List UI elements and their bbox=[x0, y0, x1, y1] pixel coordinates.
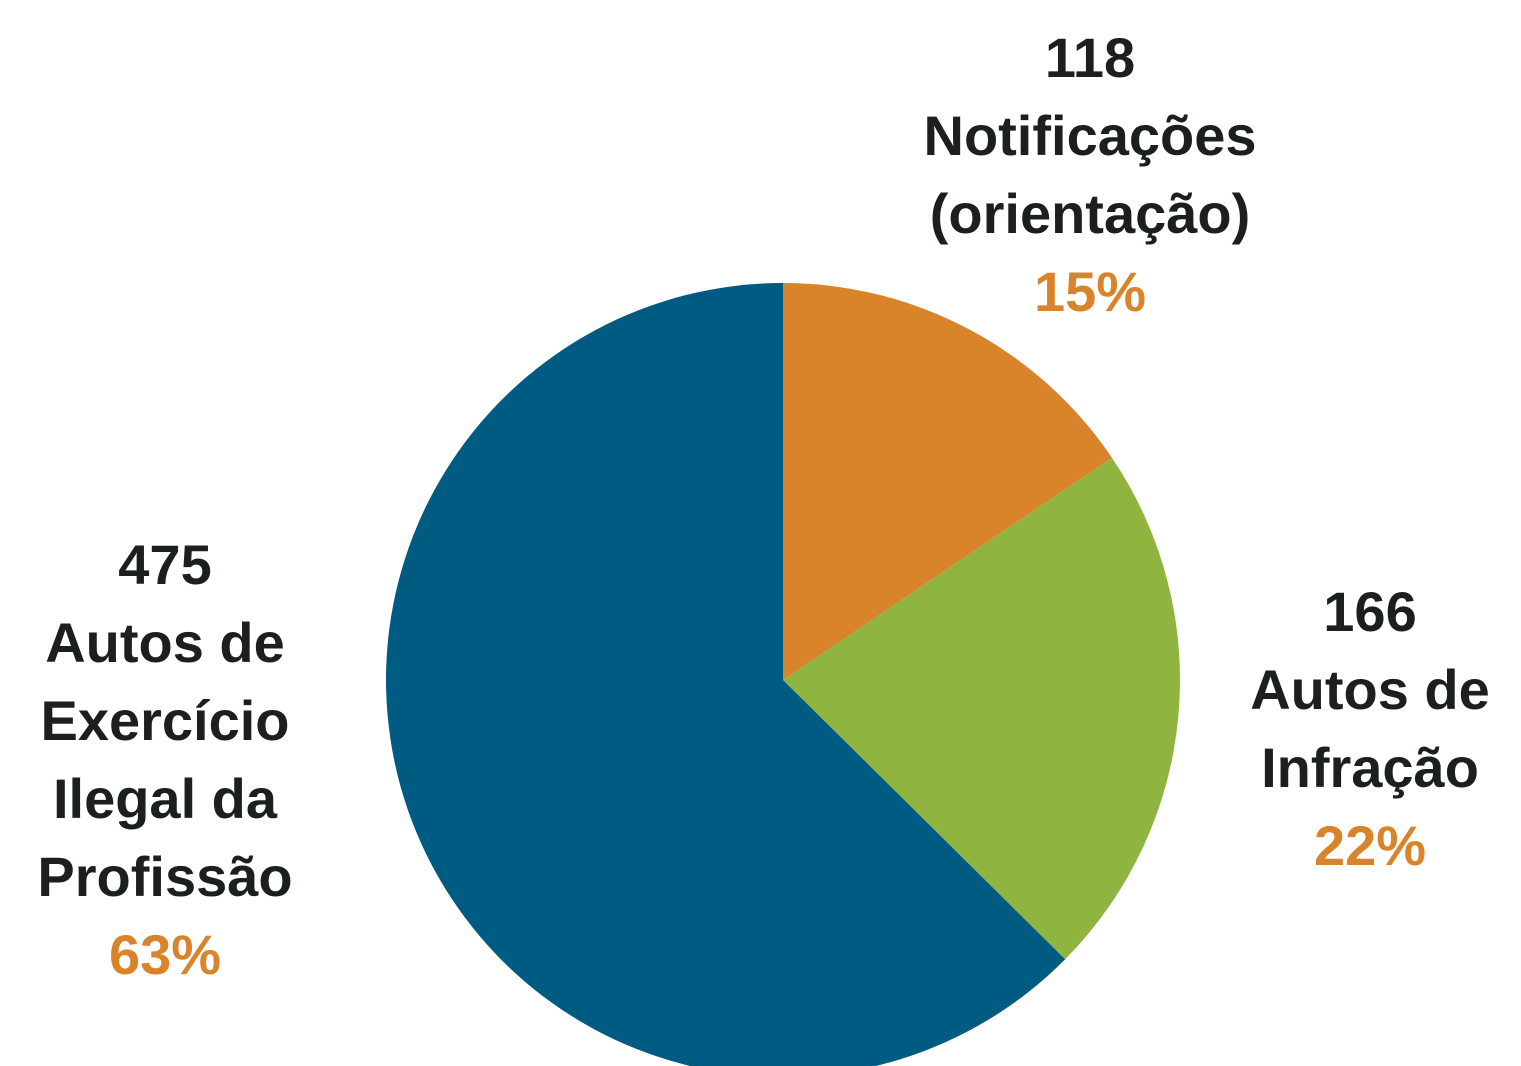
count-label: 166 bbox=[1323, 580, 1417, 643]
category-label: Notificações (orientação) bbox=[923, 104, 1257, 245]
pie-slice bbox=[386, 283, 1066, 1066]
slice-label: 166 Autos de Infração 22% bbox=[1210, 573, 1521, 885]
share-label: 22% bbox=[1313, 814, 1427, 877]
category-label: Autos de Exercício Ilegal da Profissão bbox=[37, 611, 293, 908]
share-label: 63% bbox=[108, 923, 222, 986]
slice-label: 475 Autos de Exercício Ilegal da Profiss… bbox=[5, 526, 325, 994]
share-label: 15% bbox=[1033, 260, 1147, 323]
pie-slice bbox=[783, 283, 1113, 680]
category-label: Autos de Infração bbox=[1250, 658, 1490, 799]
count-label: 118 bbox=[1044, 26, 1136, 89]
count-label: 475 bbox=[118, 533, 212, 596]
pie-slice bbox=[783, 457, 1180, 960]
slice-label: 118 Notificações (orientação) 15% bbox=[880, 19, 1300, 331]
